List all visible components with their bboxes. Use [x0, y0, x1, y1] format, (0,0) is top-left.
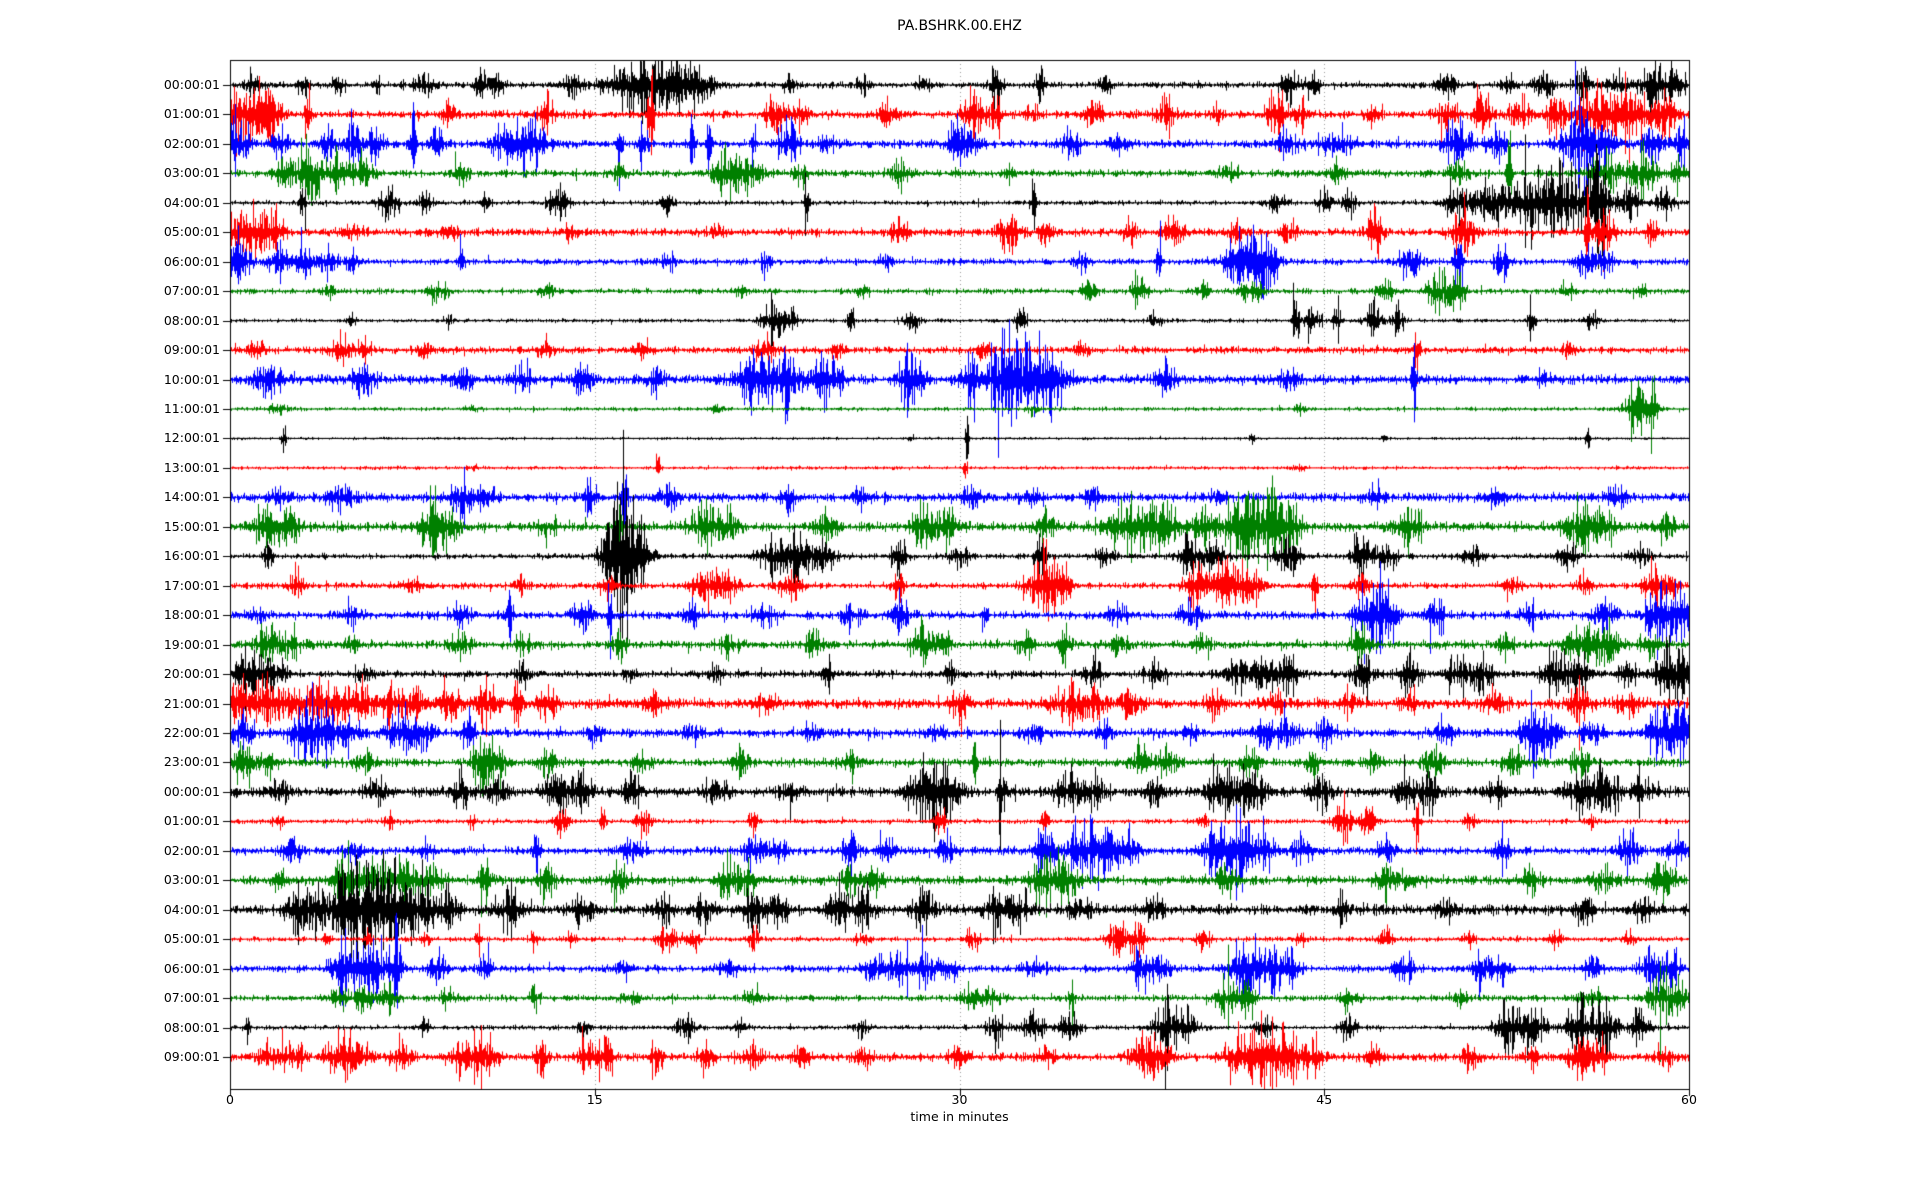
x-tick-label: 30 — [951, 1092, 968, 1107]
y-tick-label: 04:00:01 — [163, 901, 220, 917]
y-tick-label: 05:00:01 — [163, 931, 220, 947]
chart-title: PA.BSHRK.00.EHZ — [897, 18, 1022, 34]
y-tick-label: 06:00:01 — [163, 253, 220, 269]
y-tick-label: 04:00:01 — [163, 194, 220, 210]
y-tick-label: 16:00:01 — [163, 548, 220, 564]
y-tick-label: 13:00:01 — [163, 459, 220, 475]
y-tick-label: 21:00:01 — [163, 695, 220, 711]
y-tick-label: 03:00:01 — [163, 165, 220, 181]
y-tick-label: 22:00:01 — [163, 725, 220, 740]
y-tick-label: 23:00:01 — [163, 754, 220, 770]
y-tick-label: 02:00:01 — [163, 135, 220, 151]
x-tick-label: 0 — [226, 1092, 234, 1107]
x-tick-label: 15 — [586, 1092, 603, 1107]
y-tick-label: 09:00:01 — [163, 1049, 220, 1064]
y-tick-label: 17:00:01 — [163, 577, 220, 593]
y-tick-label: 10:00:01 — [163, 371, 220, 387]
y-tick-label: 18:00:01 — [163, 607, 220, 623]
y-tick-label: 08:00:01 — [163, 312, 220, 328]
y-tick-label: 03:00:01 — [163, 872, 220, 888]
y-tick-label: 07:00:01 — [163, 283, 220, 299]
y-tick-label: 12:00:01 — [163, 430, 220, 446]
y-tick-label: 01:00:01 — [163, 106, 220, 122]
y-tick-label: 08:00:01 — [163, 1019, 220, 1035]
y-tick-label: 00:00:01 — [163, 77, 220, 92]
y-tick-label: 00:00:01 — [163, 783, 220, 799]
y-tick-label: 20:00:01 — [163, 666, 220, 682]
y-tick-label: 11:00:01 — [163, 401, 220, 416]
y-tick-label: 05:00:01 — [163, 224, 220, 240]
x-tick-label: 45 — [1316, 1092, 1333, 1107]
y-tick-label: 15:00:01 — [163, 518, 220, 534]
x-tick-label: 60 — [1681, 1092, 1697, 1107]
y-tick-label: 09:00:01 — [163, 342, 220, 358]
y-tick-label: 07:00:01 — [163, 990, 220, 1006]
y-tick-label: 01:00:01 — [163, 813, 220, 829]
y-tick-label: 06:00:01 — [163, 960, 220, 976]
y-tick-label: 19:00:01 — [163, 636, 220, 652]
y-tick-label: 02:00:01 — [163, 842, 220, 858]
y-tick-label: 14:00:01 — [163, 489, 220, 505]
x-axis-title: time in minutes — [910, 1109, 1009, 1124]
